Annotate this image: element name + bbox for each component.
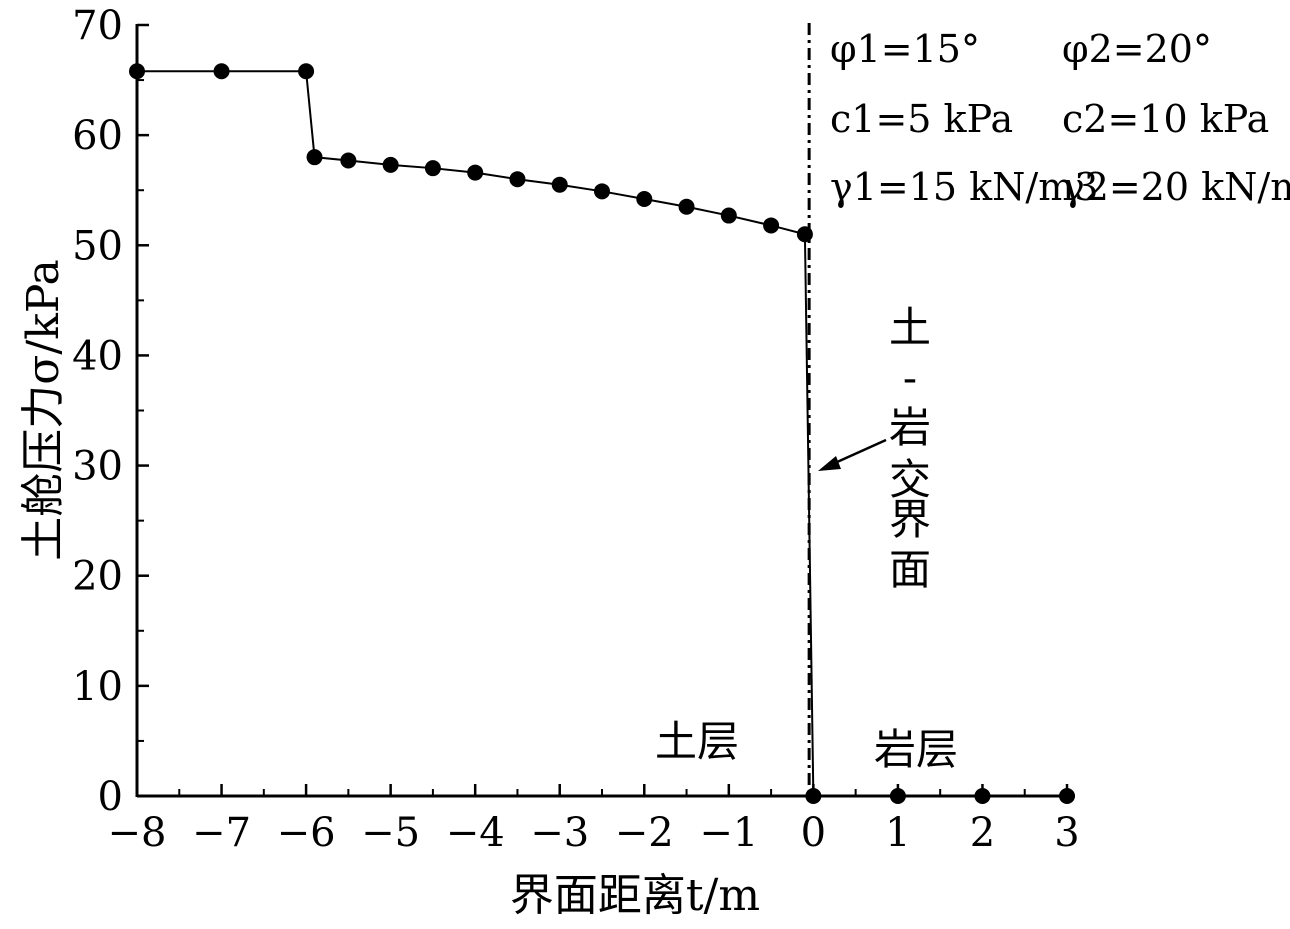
x-tick-label: −1 xyxy=(699,810,758,856)
param-gamma1: γ1=15 kN/m3 xyxy=(830,165,1098,209)
data-point xyxy=(889,788,906,804)
y-tick-label: 70 xyxy=(72,3,123,49)
data-point xyxy=(129,63,145,80)
data-point xyxy=(551,176,568,193)
y-tick-label: 60 xyxy=(72,113,123,159)
x-tick-label: 3 xyxy=(1054,810,1079,856)
x-tick-label: −2 xyxy=(615,810,674,856)
x-tick-label: −5 xyxy=(361,810,420,856)
y-tick-label: 40 xyxy=(72,333,123,379)
x-axis-label: 界面距离t/m xyxy=(510,870,760,921)
data-point xyxy=(636,191,653,208)
x-tick-label: −6 xyxy=(277,810,336,856)
y-axis-ticks: 0 10 20 30 40 50 60 70 xyxy=(72,3,149,820)
interface-label-char: - xyxy=(903,353,917,402)
data-point xyxy=(213,63,230,80)
y-axis-label: 土舱压力σ/kPa xyxy=(18,259,69,560)
param-phi1: φ1=15° xyxy=(830,27,980,71)
param-phi2: φ2=20° xyxy=(1062,27,1212,71)
interface-label-char: 交 xyxy=(889,455,931,504)
data-point xyxy=(467,164,484,181)
x-tick-label: 0 xyxy=(801,810,826,856)
x-tick-label: 2 xyxy=(970,810,995,856)
interface-label-char: 岩 xyxy=(889,403,931,452)
y-tick-label: 0 xyxy=(98,774,123,820)
param-gamma2: γ2=20 kN/m3 xyxy=(1062,165,1290,209)
rock-layer-label: 岩层 xyxy=(874,725,958,774)
y-tick-label: 30 xyxy=(72,444,123,490)
x-tick-label: 1 xyxy=(885,810,910,856)
x-tick-label: −3 xyxy=(530,810,589,856)
y-tick-label: 50 xyxy=(72,223,123,269)
y-tick-label: 20 xyxy=(72,554,123,600)
y-tick-label: 10 xyxy=(72,664,123,710)
interface-label-char: 土 xyxy=(889,303,931,352)
param-c2: c2=10 kPa xyxy=(1062,97,1269,141)
interface-label-char: 界 xyxy=(889,495,931,544)
data-point xyxy=(382,156,399,173)
data-point xyxy=(678,198,695,215)
soil-layer-label: 土层 xyxy=(655,717,739,766)
x-tick-label: −4 xyxy=(446,810,505,856)
data-point xyxy=(1059,788,1075,804)
interface-arrow-head xyxy=(818,456,841,471)
data-point xyxy=(340,152,357,169)
data-point xyxy=(424,160,441,177)
data-point xyxy=(306,149,323,166)
x-tick-label: −7 xyxy=(192,810,251,856)
data-series xyxy=(129,63,1075,804)
x-tick-label: −8 xyxy=(108,810,167,856)
data-point xyxy=(720,207,737,224)
data-point xyxy=(594,183,610,200)
x-axis-ticks: −8 −7 −6 −5 −4 −3 −2 −1 0 1 2 3 xyxy=(108,784,1080,856)
interface-label-char: 面 xyxy=(889,545,931,594)
data-point xyxy=(298,63,315,80)
param-c1: c1=5 kPa xyxy=(830,97,1013,141)
data-point xyxy=(509,171,526,188)
data-point xyxy=(763,217,780,234)
data-point xyxy=(974,788,991,804)
